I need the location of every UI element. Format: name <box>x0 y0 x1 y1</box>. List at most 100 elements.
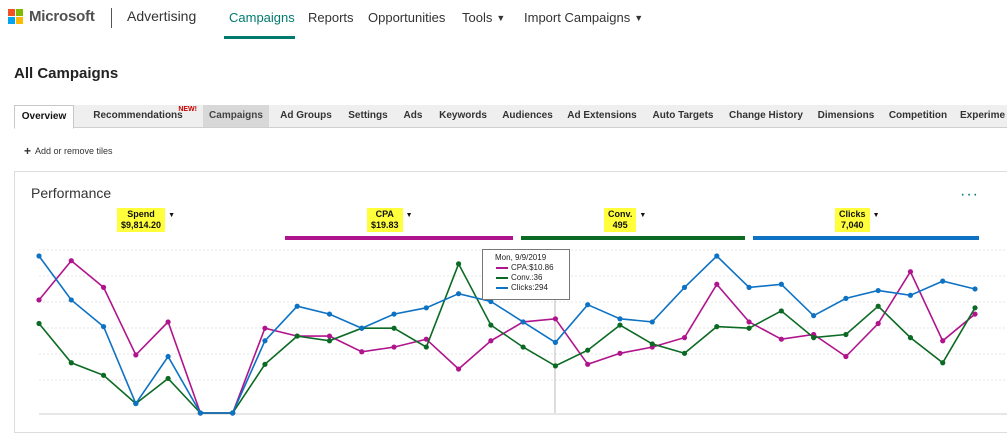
data-point-cpa[interactable] <box>391 344 397 350</box>
data-point-cpa[interactable] <box>907 269 914 275</box>
data-point-cpa[interactable] <box>36 297 42 303</box>
data-point-cpa[interactable] <box>359 349 365 355</box>
data-point-cpa[interactable] <box>455 366 462 372</box>
data-point-cpa[interactable] <box>100 284 107 290</box>
metric-cpa-selector[interactable]: CPA $19.83 ▼ <box>367 208 413 232</box>
data-point-cpa[interactable] <box>681 335 688 341</box>
data-point-conv[interactable] <box>940 360 946 366</box>
nav-reports[interactable]: Reports <box>308 10 354 25</box>
data-point-conv[interactable] <box>585 347 591 353</box>
data-point-conv[interactable] <box>811 335 817 341</box>
data-point-conv[interactable] <box>875 303 881 309</box>
nav-import-campaigns[interactable]: Import Campaigns ▼ <box>524 10 643 25</box>
tab-auto-targets[interactable]: Auto Targets <box>652 110 714 121</box>
nav-campaigns[interactable]: Campaigns <box>229 10 295 25</box>
data-point-clicks[interactable] <box>811 313 817 319</box>
data-point-clicks[interactable] <box>391 311 397 317</box>
data-point-cpa[interactable] <box>165 319 171 325</box>
data-point-clicks[interactable] <box>423 305 429 311</box>
tab-campaigns[interactable]: Campaigns <box>203 105 269 127</box>
data-point-cpa[interactable] <box>843 353 849 360</box>
more-options-icon[interactable]: ··· <box>960 186 979 203</box>
data-point-clicks[interactable] <box>326 311 333 317</box>
data-point-clicks[interactable] <box>133 400 139 407</box>
data-point-clicks[interactable] <box>746 284 752 290</box>
data-point-conv[interactable] <box>391 325 397 331</box>
data-point-clicks[interactable] <box>520 319 526 325</box>
data-point-cpa[interactable] <box>778 336 784 342</box>
tab-settings[interactable]: Settings <box>348 110 388 121</box>
data-point-cpa[interactable] <box>326 333 333 339</box>
data-point-clicks[interactable] <box>359 325 365 331</box>
data-point-clicks[interactable] <box>714 253 720 259</box>
tab-audiences[interactable]: Audiences <box>502 110 553 121</box>
data-point-clicks[interactable] <box>100 324 107 330</box>
data-point-clicks[interactable] <box>165 353 171 360</box>
data-point-clicks[interactable] <box>778 281 784 287</box>
data-point-conv[interactable] <box>617 322 623 328</box>
metric-spend-selector[interactable]: Spend $9,814.20 ▼ <box>117 208 175 232</box>
data-point-cpa[interactable] <box>714 281 720 287</box>
data-point-clicks[interactable] <box>972 286 978 292</box>
data-point-conv[interactable] <box>488 322 494 328</box>
data-point-cpa[interactable] <box>262 325 268 331</box>
data-point-conv[interactable] <box>681 350 688 356</box>
tab-ad-extensions[interactable]: Ad Extensions <box>567 110 637 121</box>
data-point-cpa[interactable] <box>488 338 494 344</box>
tab-overview[interactable]: Overview <box>14 105 74 129</box>
data-point-cpa[interactable] <box>972 311 978 317</box>
data-point-conv[interactable] <box>294 333 300 339</box>
metric-conv-selector[interactable]: Conv. 495 ▼ <box>604 208 646 232</box>
data-point-cpa[interactable] <box>585 361 591 367</box>
tab-dimensions[interactable]: Dimensions <box>817 110 875 121</box>
data-point-clicks[interactable] <box>552 339 559 345</box>
nav-opportunities[interactable]: Opportunities <box>368 10 446 25</box>
data-point-conv[interactable] <box>649 341 655 347</box>
data-point-conv[interactable] <box>68 360 74 366</box>
data-point-clicks[interactable] <box>649 319 655 325</box>
tab-change-history[interactable]: Change History <box>729 110 803 121</box>
nav-tools[interactable]: Tools ▼ <box>462 10 505 25</box>
data-point-clicks[interactable] <box>617 316 623 322</box>
data-point-conv[interactable] <box>552 363 559 369</box>
data-point-conv[interactable] <box>423 344 429 350</box>
data-point-conv[interactable] <box>714 324 720 330</box>
data-point-clicks[interactable] <box>455 291 462 297</box>
data-point-cpa[interactable] <box>68 258 74 264</box>
data-point-cpa[interactable] <box>617 350 623 356</box>
data-point-conv[interactable] <box>907 335 914 341</box>
data-point-cpa[interactable] <box>746 319 752 325</box>
tab-ads[interactable]: Ads <box>403 110 423 121</box>
data-point-conv[interactable] <box>778 308 784 314</box>
data-point-cpa[interactable] <box>875 320 881 327</box>
data-point-conv[interactable] <box>843 331 849 338</box>
add-remove-tiles-button[interactable]: + Add or remove tiles <box>24 143 113 158</box>
data-point-clicks[interactable] <box>294 303 300 309</box>
data-point-cpa[interactable] <box>940 338 946 344</box>
data-point-clicks[interactable] <box>843 295 849 301</box>
tab-recommendations[interactable]: Recommendations NEW! <box>76 105 200 127</box>
data-point-conv[interactable] <box>455 261 462 267</box>
data-point-cpa[interactable] <box>552 316 559 322</box>
data-point-clicks[interactable] <box>681 284 688 290</box>
data-point-clicks[interactable] <box>230 410 236 416</box>
tab-competition[interactable]: Competition <box>888 110 948 121</box>
data-point-clicks[interactable] <box>585 302 591 308</box>
data-point-clicks[interactable] <box>68 297 74 303</box>
data-point-conv[interactable] <box>262 361 268 367</box>
data-point-clicks[interactable] <box>488 298 494 305</box>
data-point-conv[interactable] <box>36 320 42 327</box>
data-point-conv[interactable] <box>100 372 107 378</box>
data-point-conv[interactable] <box>326 338 333 344</box>
data-point-conv[interactable] <box>972 305 978 311</box>
tab-experiments[interactable]: Experime <box>960 110 1006 121</box>
data-point-conv[interactable] <box>746 325 752 331</box>
data-point-conv[interactable] <box>165 375 171 382</box>
data-point-clicks[interactable] <box>197 410 203 416</box>
data-point-cpa[interactable] <box>133 352 139 358</box>
data-point-clicks[interactable] <box>940 278 946 284</box>
data-point-clicks[interactable] <box>36 253 42 259</box>
tab-ad-groups[interactable]: Ad Groups <box>280 110 332 121</box>
metric-clicks-selector[interactable]: Clicks 7,040 ▼ <box>835 208 880 232</box>
data-point-clicks[interactable] <box>875 287 881 294</box>
